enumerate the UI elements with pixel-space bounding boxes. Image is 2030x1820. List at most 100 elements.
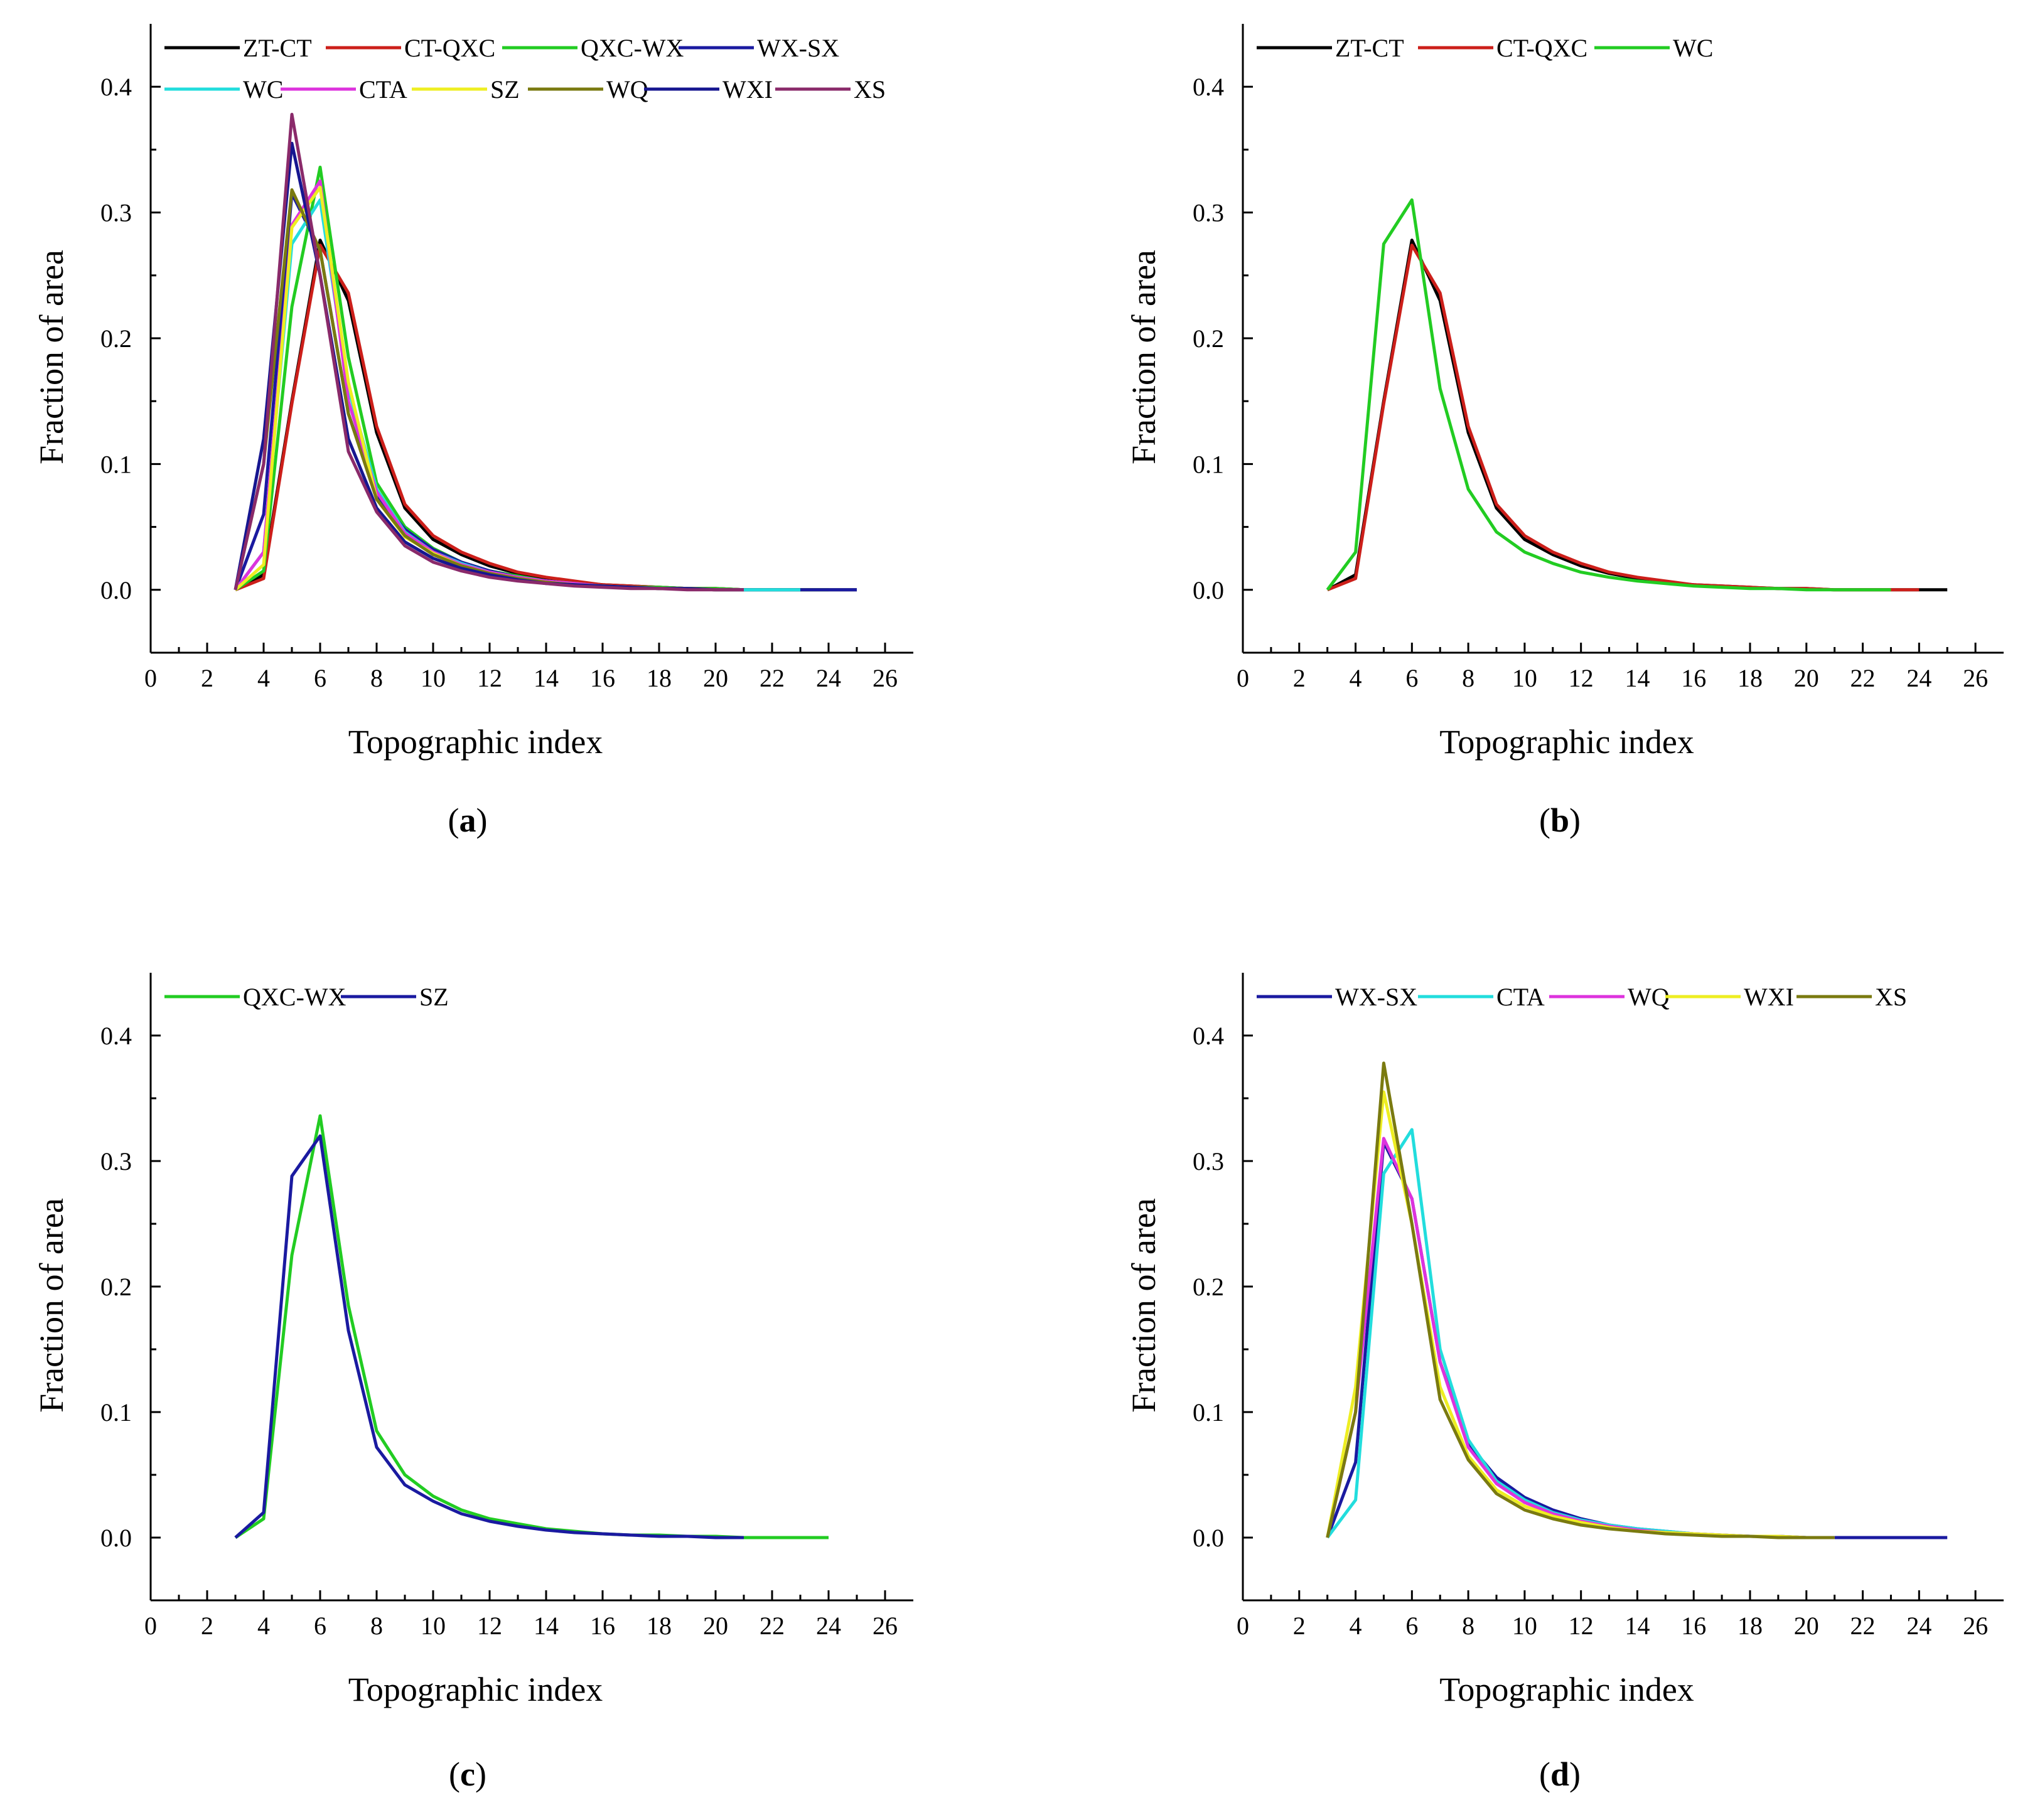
x-tick-label: 20	[703, 664, 728, 692]
legend-label: XS	[854, 75, 886, 104]
x-tick-label: 6	[1405, 664, 1418, 692]
x-tick-label: 6	[314, 1612, 326, 1640]
x-tick-label: 6	[1405, 1612, 1418, 1640]
x-tick-label: 2	[201, 664, 213, 692]
x-tick-label: 26	[873, 664, 898, 692]
y-tick-label: 0.2	[1193, 1273, 1224, 1301]
series-line-wq	[1326, 1137, 1835, 1539]
x-tick-label: 4	[257, 664, 270, 692]
legend-label: WQ	[1628, 983, 1670, 1011]
y-tick-label: 0.3	[100, 199, 132, 227]
y-tick-label: 0.0	[100, 1524, 132, 1552]
legend-label: SZ	[419, 983, 449, 1011]
y-axis-title: Fraction of area	[33, 250, 70, 464]
series-line-wc	[1326, 198, 1891, 592]
legend: ZT-CT CT-QXC QXC-WX WX-SX WC CTA SZ WQ WXI XS	[164, 34, 886, 104]
y-tick-label: 0.1	[1193, 1398, 1224, 1427]
legend-label: CTA	[359, 75, 407, 104]
x-tick-label: 0	[144, 1612, 157, 1640]
legend-label: WXI	[722, 75, 773, 104]
x-tick-label: 6	[314, 664, 326, 692]
y-tick-label: 0.4	[100, 1022, 132, 1050]
legend: QXC-WX SZ	[164, 983, 449, 1011]
x-tick-label: 10	[1512, 1612, 1537, 1640]
legend-label: QXC-WX	[581, 34, 684, 62]
legend: ZT-CT CT-QXC WC	[1257, 34, 1713, 62]
x-tick-label: 24	[1906, 664, 1931, 692]
x-axis-title: Topographic index	[348, 723, 603, 761]
x-tick-label: 14	[1625, 664, 1650, 692]
y-axis-title: Fraction of area	[1125, 1198, 1163, 1413]
x-tick-label: 10	[421, 664, 446, 692]
x-tick-label: 22	[760, 664, 785, 692]
x-tick-label: 22	[1850, 664, 1876, 692]
legend-label: CT-QXC	[1496, 34, 1587, 62]
panel-caption: (d)	[1539, 1755, 1581, 1793]
x-tick-label: 8	[1462, 1612, 1474, 1640]
x-tick-label: 22	[1850, 1612, 1876, 1640]
x-tick-label: 2	[201, 1612, 213, 1640]
x-axis-title: Topographic index	[1439, 1671, 1694, 1708]
legend-label: WX-SX	[1335, 983, 1417, 1011]
y-tick-label: 0.1	[1193, 450, 1224, 478]
y-tick-label: 0.4	[1193, 1022, 1224, 1050]
series-line-xs	[1326, 1061, 1835, 1539]
panel-caption: (b)	[1539, 801, 1581, 839]
legend-label: CT-QXC	[404, 34, 495, 62]
series-line-xs	[234, 112, 744, 592]
y-tick-label: 0.4	[1193, 73, 1224, 101]
legend-label: CTA	[1496, 983, 1545, 1011]
x-tick-label: 8	[370, 664, 383, 692]
legend-label: WQ	[606, 75, 648, 104]
x-tick-label: 0	[1237, 1612, 1249, 1640]
x-axis-title: Topographic index	[348, 1671, 603, 1708]
x-tick-label: 0	[144, 664, 157, 692]
x-tick-label: 14	[534, 1612, 559, 1640]
series-line-qxc-wx	[234, 1114, 829, 1539]
series-line-wq	[234, 188, 744, 592]
x-tick-label: 14	[534, 664, 559, 692]
x-tick-label: 20	[703, 1612, 728, 1640]
x-tick-label: 24	[816, 664, 841, 692]
panel-d: 0 2 4 6 8 10 12 14 16 18 20 22 24 260.00.10.20.30.4To…	[1125, 973, 2004, 1793]
y-tick-label: 0.1	[100, 1398, 132, 1427]
x-tick-label: 24	[1906, 1612, 1931, 1640]
legend-label: WC	[1673, 34, 1713, 62]
y-tick-label: 0.2	[100, 1273, 132, 1301]
panel-a: 0 2 4 6 8 10 12 14 16 18 20 22 24 260.00.10.20.30.4To…	[33, 24, 913, 839]
x-tick-label: 16	[1681, 1612, 1706, 1640]
x-tick-label: 0	[1237, 664, 1249, 692]
x-tick-label: 12	[1569, 664, 1594, 692]
y-tick-label: 0.0	[100, 576, 132, 604]
panel-c: 0 2 4 6 8 10 12 14 16 18 20 22 24 260.00.10.20.30.4To…	[33, 973, 913, 1793]
x-axis-title: Topographic index	[1439, 723, 1694, 761]
x-tick-label: 18	[1737, 1612, 1763, 1640]
x-tick-label: 18	[647, 664, 672, 692]
x-tick-label: 2	[1293, 1612, 1306, 1640]
y-tick-label: 0.4	[100, 73, 132, 101]
x-tick-label: 12	[1569, 1612, 1594, 1640]
y-tick-label: 0.3	[100, 1147, 132, 1175]
legend-label: XS	[1875, 983, 1907, 1011]
y-axis-title: Fraction of area	[1125, 250, 1163, 464]
panel-b: 0 2 4 6 8 10 12 14 16 18 20 22 24 260.00.10.20.30.4To…	[1125, 24, 2004, 839]
x-tick-label: 8	[1462, 664, 1474, 692]
legend: WX-SX CTA WQ WXI XS	[1257, 983, 1907, 1011]
x-tick-label: 16	[590, 1612, 615, 1640]
legend-label: SZ	[490, 75, 520, 104]
x-tick-label: 16	[1681, 664, 1706, 692]
y-tick-label: 0.1	[100, 450, 132, 478]
x-tick-label: 26	[1963, 664, 1988, 692]
x-tick-label: 14	[1625, 1612, 1650, 1640]
y-tick-label: 0.3	[1193, 199, 1224, 227]
legend-label: ZT-CT	[1335, 34, 1404, 62]
x-tick-label: 10	[1512, 664, 1537, 692]
legend-label: QXC-WX	[243, 983, 346, 1011]
legend-label: WX-SX	[757, 34, 839, 62]
panel-caption: (a)	[448, 801, 488, 839]
y-tick-label: 0.3	[1193, 1147, 1224, 1175]
series-line-sz	[234, 186, 744, 592]
x-tick-label: 4	[1350, 664, 1362, 692]
legend-label: WC	[243, 75, 283, 104]
